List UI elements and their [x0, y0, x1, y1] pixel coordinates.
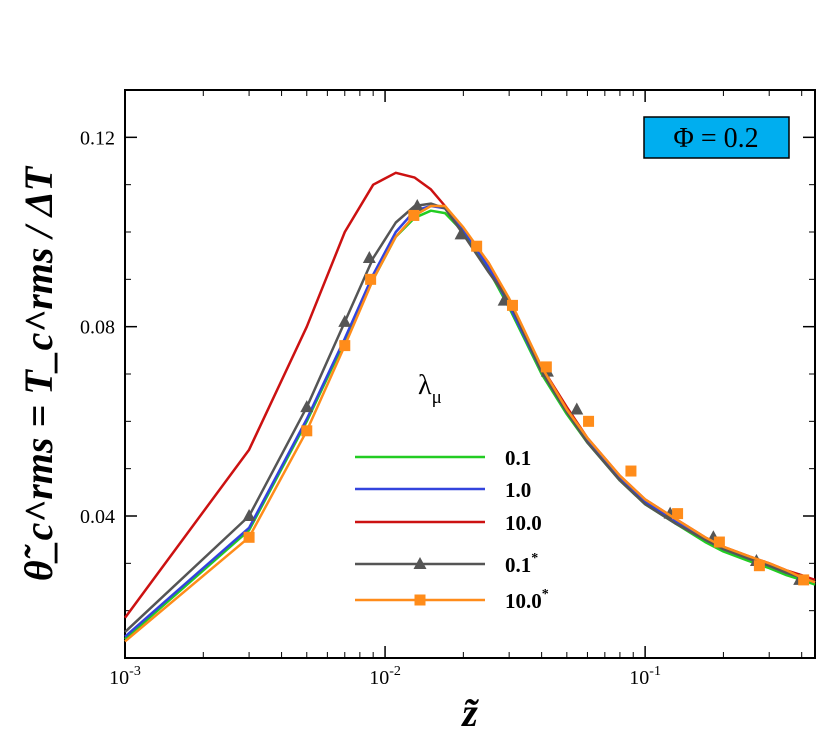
triangle-marker	[413, 557, 427, 569]
triangle-marker	[300, 400, 314, 413]
svg-text:Φ = 0.2: Φ = 0.2	[673, 123, 758, 154]
legend-item: 10.0*	[355, 587, 549, 613]
y-tick-label: 0.08	[80, 317, 115, 339]
y-tick-label: 0.04	[80, 506, 115, 528]
plot-frame	[124, 89, 816, 659]
square-marker	[798, 574, 810, 586]
square-marker	[625, 465, 637, 477]
legend-item: 0.1	[355, 446, 531, 470]
series-line	[124, 209, 816, 641]
square-marker	[301, 425, 313, 437]
series-line	[124, 202, 816, 633]
series-1.0	[124, 204, 816, 638]
square-marker	[365, 273, 377, 285]
square-marker	[471, 240, 483, 252]
square-marker	[672, 508, 684, 520]
series-0.1-star	[124, 198, 816, 633]
square-marker	[339, 340, 351, 352]
series-line	[124, 204, 816, 638]
square-marker	[506, 299, 518, 311]
y-tick-label: 0.12	[80, 127, 115, 149]
square-marker	[583, 415, 595, 427]
series-0.1	[124, 209, 816, 641]
square-marker	[243, 531, 255, 543]
legend-item: 1.0	[355, 478, 531, 502]
triangle-marker	[338, 314, 352, 327]
legend-item: 10.0	[355, 511, 542, 535]
triangle-marker	[454, 227, 468, 240]
legend-title: λμ	[418, 370, 442, 408]
series-line	[124, 204, 816, 643]
x-tick-label: 10-2	[369, 664, 401, 689]
x-tick-label: 10-3	[109, 664, 141, 689]
axis-ticks: 10-3 10-2 10-1 0.04 0.08 0.12	[80, 90, 815, 689]
square-marker	[713, 536, 725, 548]
x-axis-title: z̃	[460, 690, 480, 735]
triangle-marker	[570, 402, 584, 415]
square-marker	[414, 594, 426, 606]
triangle-marker	[362, 251, 376, 264]
square-marker	[408, 209, 420, 221]
legend-label: 0.1*	[505, 551, 538, 577]
series-layer	[123, 171, 816, 643]
triangle-marker	[242, 509, 256, 521]
y-axis-title: θ̃_c^rms = T_c^rms / ΔT	[16, 165, 61, 581]
legend-label: 10.0*	[505, 587, 549, 613]
phi-annotation: Φ = 0.2	[643, 116, 790, 159]
square-marker	[753, 560, 765, 572]
legend: 0.1 1.0 10.0 0.1* 10.0*	[355, 446, 549, 613]
legend-label: 10.0	[505, 511, 542, 535]
series-10.0-star	[124, 204, 816, 643]
legend-item: 0.1*	[355, 551, 538, 577]
square-marker	[540, 361, 552, 373]
legend-label: 0.1	[505, 446, 531, 470]
triangle-marker	[410, 198, 424, 211]
x-tick-label: 10-1	[629, 664, 661, 689]
legend-label: 1.0	[505, 478, 531, 502]
